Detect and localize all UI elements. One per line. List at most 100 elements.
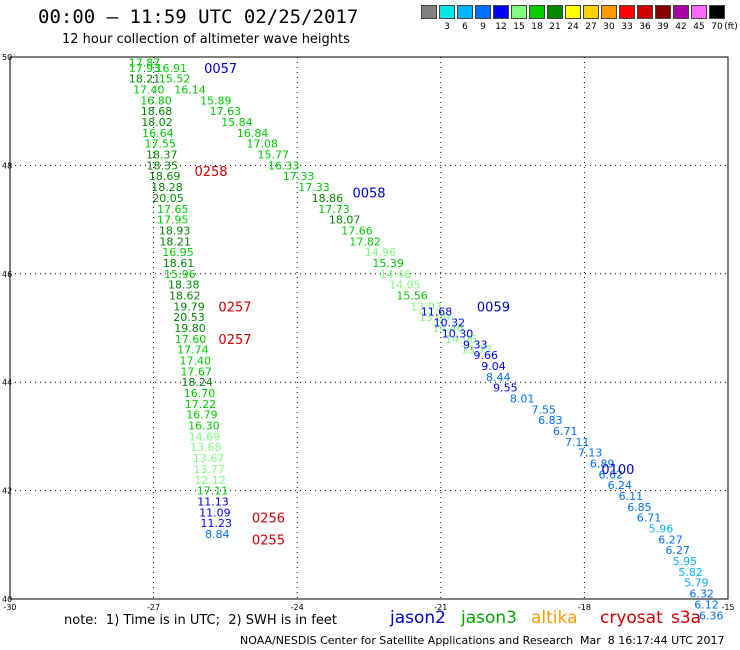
swh-value-jason3: 14.69 xyxy=(189,430,221,443)
colorbar-label: 70 xyxy=(711,22,723,32)
swh-value-altika: 6.12 xyxy=(694,598,719,611)
legend-jason2: jason2 xyxy=(390,608,446,628)
swh-value-jason3: 14.46 xyxy=(380,268,412,281)
pass-time-label: 0258 xyxy=(194,165,227,180)
colorbar-label: 24 xyxy=(567,22,579,32)
swh-value-jason3: 13.03 xyxy=(410,300,442,313)
y-tick-label: 40 xyxy=(2,595,12,604)
swh-value-altika: 7.13 xyxy=(578,447,603,460)
page-title: 00:00 – 11:59 UTC 02/25/2017 xyxy=(38,6,359,28)
colorbar-label: 15 xyxy=(513,22,525,32)
swh-value-jason2: 9.66 xyxy=(474,349,499,362)
swh-value-altika: 6.71 xyxy=(637,512,662,525)
swh-value-jason3: 17.33 xyxy=(298,181,330,194)
y-tick-label: 48 xyxy=(2,161,12,170)
pass-labels: 0057 0058 0059 0100 0258 0257 0257 0256 0255 xyxy=(194,62,634,549)
swh-value-jason3: 20.05 xyxy=(152,192,184,205)
swh-value-jason3: 16.14 xyxy=(174,84,206,97)
colorbar-label: 9 xyxy=(480,22,486,32)
colorbar-swatch xyxy=(583,5,599,19)
swh-value-jason3: 17.67 xyxy=(180,365,212,378)
footer-note: note: 1) Time is in UTC; 2) SWH is in fe… xyxy=(64,613,337,628)
swh-value-altika: 6.24 xyxy=(608,479,633,492)
pass-time-label: 0256 xyxy=(252,512,285,527)
axis-ticks: -30 -27 -24 -21 -18 -15 40 42 44 46 48 50 xyxy=(2,53,735,612)
swh-value-jason3: 16.91 xyxy=(156,62,188,75)
swh-value-altika: 6.32 xyxy=(689,588,714,601)
colorbar-label: 36 xyxy=(639,22,651,32)
colorbar-swatch xyxy=(547,5,563,19)
colorbar-swatch xyxy=(637,5,653,19)
swh-value-jason3: 16.95 xyxy=(162,246,194,259)
legend-jason3: jason3 xyxy=(461,608,517,628)
swh-value-jason3: 17.22 xyxy=(185,398,217,411)
swh-value-jason3: 17.60 xyxy=(175,333,207,346)
pass-time-label: 0257 xyxy=(218,300,251,315)
swh-value-jason3: 17.11 xyxy=(197,485,229,498)
swh-value-jason2: 11.13 xyxy=(197,495,229,508)
swh-value-jason2: 11.23 xyxy=(201,517,233,530)
swh-value-jason3: 17.63 xyxy=(210,105,242,118)
y-tick-label: 46 xyxy=(2,270,12,279)
x-tick-label: -27 xyxy=(147,603,160,612)
swh-value-jason3: 15.89 xyxy=(200,94,232,107)
swh-value-jason3: 20.53 xyxy=(173,311,205,324)
colorbar-swatch xyxy=(619,5,635,19)
swh-value-jason2: 9.04 xyxy=(481,360,506,373)
pass-time-label: 0059 xyxy=(477,300,510,315)
colorbar-swatch xyxy=(565,5,581,19)
swh-value-altika: 8.44 xyxy=(486,371,511,384)
swh-value-jason3: 18.21 xyxy=(159,235,191,248)
colorbar-label: 45 xyxy=(693,22,705,32)
x-tick-label: -15 xyxy=(721,603,734,612)
swh-value-altika: 6.62 xyxy=(598,468,623,481)
colorbar-swatch xyxy=(475,5,491,19)
swh-value-altika: 6.71 xyxy=(553,425,578,438)
swh-value-altika: 5.96 xyxy=(649,523,674,536)
swh-value-jason2: 11.68 xyxy=(421,306,453,319)
colorbar-swatch xyxy=(673,5,689,19)
swh-value-jason3: 15.56 xyxy=(396,289,428,302)
swh-value-jason3: 14.96 xyxy=(365,246,397,259)
x-tick-label: -30 xyxy=(3,603,16,612)
colorbar-label: 39 xyxy=(657,22,669,32)
swh-value-jason3: 15.77 xyxy=(258,149,290,162)
legend-s3a: s3a xyxy=(671,608,702,628)
swh-value-jason3: 19.80 xyxy=(174,322,206,335)
swh-value-jason3: 17.08 xyxy=(247,138,279,151)
swh-value-altika: 5.82 xyxy=(678,566,703,579)
swh-value-jason3: 16.84 xyxy=(237,127,269,140)
colorbar-label: 3 xyxy=(444,22,450,32)
colorbar-unit: (ft) xyxy=(724,22,738,32)
colorbar-swatch xyxy=(421,5,437,19)
colorbar-label: 33 xyxy=(621,22,633,32)
swh-value-jason3: 17.55 xyxy=(145,138,177,151)
pass-time-label: 0257 xyxy=(218,333,251,348)
swh-value-altika: 6.89 xyxy=(590,458,615,471)
timestamp: Mar 8 16:17:44 UTC 2017 xyxy=(580,634,725,647)
swh-value-jason3: 13.77 xyxy=(193,463,225,476)
colorbar-label: 21 xyxy=(549,22,561,32)
swh-value-jason2: 11.09 xyxy=(199,506,231,519)
swh-value-jason3: 17.87 xyxy=(129,56,161,69)
colorbar-label: 27 xyxy=(585,22,597,32)
y-tick-label: 44 xyxy=(2,378,12,387)
swh-value-jason3: 12.12 xyxy=(194,474,226,487)
swh-value-jason3: 16.79 xyxy=(186,409,218,422)
y-tick-label: 42 xyxy=(2,487,12,496)
x-tick-label: -24 xyxy=(291,603,304,612)
swh-value-jason3: 17.74 xyxy=(177,344,209,357)
swh-value-jason3: 17.40 xyxy=(179,355,211,368)
swh-value-altika: 6.27 xyxy=(665,544,690,557)
swh-value-altika: 6.11 xyxy=(619,490,644,503)
swh-value-jason3: 18.61 xyxy=(163,257,195,270)
swh-value-jason3: 18.69 xyxy=(149,170,181,183)
colorbar-swatch xyxy=(493,5,509,19)
colorbar-swatch xyxy=(655,5,671,19)
swh-value-jason2: 9.33 xyxy=(463,338,488,351)
swh-value-jason3: 17.95 xyxy=(157,214,189,227)
colorbar-swatch xyxy=(511,5,527,19)
pass-time-label: 0058 xyxy=(352,187,385,202)
swh-value-jason3: 15.84 xyxy=(221,116,253,129)
swh-value-jason3: 18.93 xyxy=(159,224,191,237)
